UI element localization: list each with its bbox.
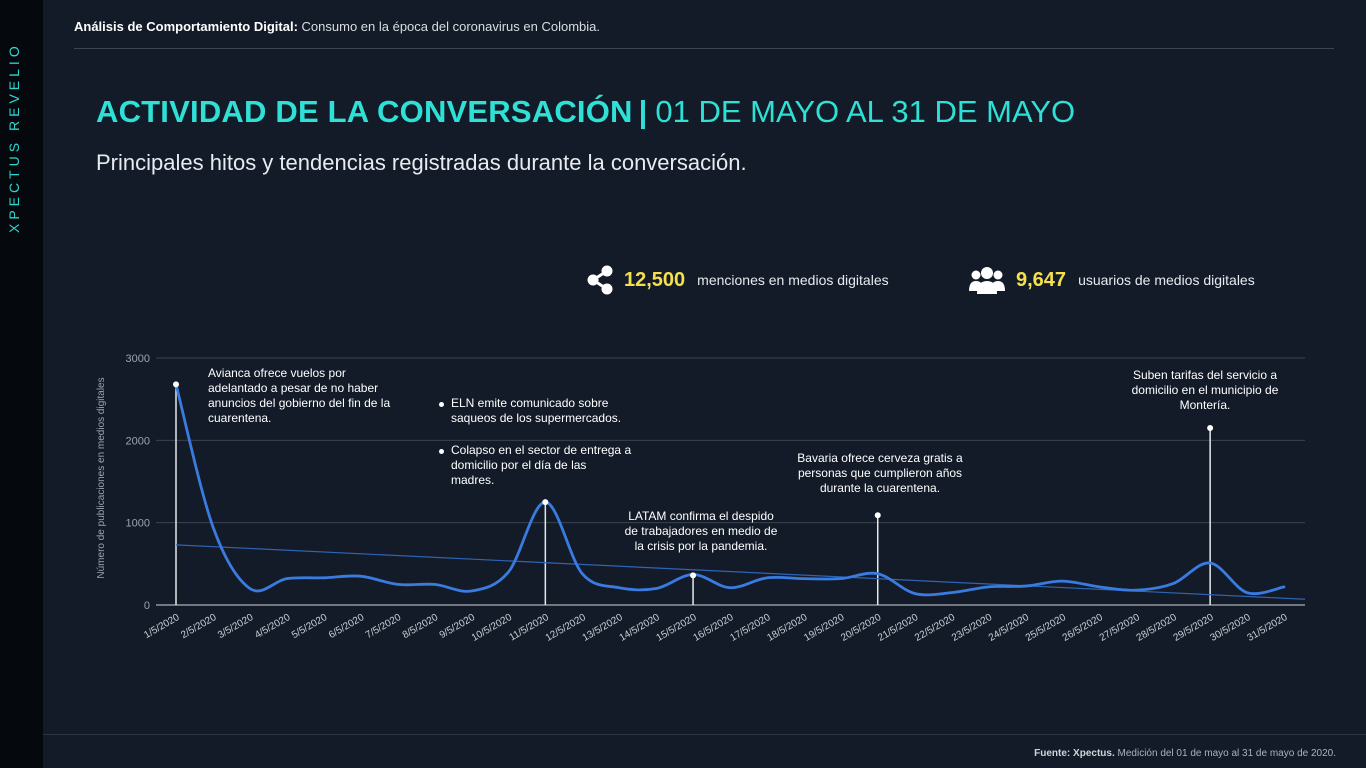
report-header: Análisis de Comportamiento Digital: Cons… <box>74 19 600 34</box>
source-footer-text: Medición del 01 de mayo al 31 de mayo de… <box>1117 748 1336 759</box>
x-tick-label: 18/5/2020 <box>765 612 809 644</box>
kpi-users-value: 9,647 <box>1016 268 1067 291</box>
x-tick-label: 3/5/2020 <box>216 612 256 641</box>
y-tick-label: 1000 <box>126 518 150 530</box>
page-title-separator: | <box>638 94 648 129</box>
y-tick-label: 2000 <box>126 435 150 447</box>
x-tick-label: 31/5/2020 <box>1245 612 1289 644</box>
header-divider <box>74 48 1334 49</box>
x-tick-label: 2/5/2020 <box>179 612 219 641</box>
kpi-mentions-label: menciones en medios digitales <box>697 272 889 288</box>
users-icon <box>969 267 1005 294</box>
annotation-marker <box>690 572 697 579</box>
x-tick-label: 23/5/2020 <box>950 612 994 644</box>
report-header-bold: Análisis de Comportamiento Digital: <box>74 19 298 34</box>
annotation-marker <box>542 499 549 506</box>
kpi-users: 9,647 usuarios de medios digitales <box>968 265 1255 295</box>
kpi-users-label: usuarios de medios digitales <box>1078 272 1255 288</box>
bullet-note-text: ELN emite comunicado sobre saqueos de lo… <box>451 396 622 425</box>
bullet-dot <box>439 402 444 407</box>
bullet-note-text: Colapso en el sector de entrega a domici… <box>451 443 632 487</box>
x-tick-label: 7/5/2020 <box>364 612 404 641</box>
x-tick-label: 13/5/2020 <box>581 612 625 644</box>
x-tick-label: 1/5/2020 <box>142 612 182 641</box>
x-tick-label: 14/5/2020 <box>618 612 662 644</box>
x-tick-label: 11/5/2020 <box>507 612 551 644</box>
kpi-mentions: 12,500 menciones en medios digitales <box>586 265 889 295</box>
x-tick-label: 26/5/2020 <box>1061 612 1105 644</box>
x-tick-label: 30/5/2020 <box>1209 612 1253 644</box>
bullet-note: Colapso en el sector de entrega a domici… <box>439 443 632 488</box>
x-tick-label: 19/5/2020 <box>802 612 846 644</box>
side-strip <box>0 0 43 768</box>
x-tick-label: 20/5/2020 <box>839 612 883 644</box>
page-title-main: ACTIVIDAD DE LA CONVERSACIÓN <box>96 94 633 129</box>
x-tick-label: 4/5/2020 <box>253 612 293 641</box>
x-tick-label: 15/5/2020 <box>655 612 699 644</box>
x-tick-label: 12/5/2020 <box>544 612 588 644</box>
bullet-dot <box>439 449 444 454</box>
page-title: ACTIVIDAD DE LA CONVERSACIÓN | 01 DE MAYO … <box>96 94 1075 130</box>
y-tick-label: 3000 <box>126 353 150 365</box>
report-header-text: Consumo en la época del coronavirus en C… <box>301 19 600 34</box>
annotation-text: Avianca ofrece vuelos por adelantado a p… <box>208 366 391 425</box>
x-tick-label: 5/5/2020 <box>290 612 330 641</box>
x-tick-label: 24/5/2020 <box>987 612 1031 644</box>
annotation-marker <box>874 512 881 519</box>
source-footer: Fuente: Xpectus. Medición del 01 de mayo… <box>1034 748 1336 759</box>
y-axis-title: Número de publicaciones en medios digita… <box>96 377 107 578</box>
x-tick-label: 27/5/2020 <box>1098 612 1142 644</box>
share-icon <box>587 265 613 295</box>
kpi-mentions-value: 12,500 <box>624 268 686 291</box>
x-tick-label: 28/5/2020 <box>1135 612 1179 644</box>
x-tick-label: 21/5/2020 <box>876 612 920 644</box>
x-tick-label: 6/5/2020 <box>327 612 367 641</box>
page-title-range: 01 DE MAYO AL 31 DE MAYO <box>655 94 1076 129</box>
source-footer-bold: Fuente: Xpectus. <box>1034 748 1115 759</box>
annotation-marker <box>173 381 179 388</box>
x-tick-label: 16/5/2020 <box>691 612 735 644</box>
annotation-text: Suben tarifas del servicio a domicilio e… <box>1131 368 1279 412</box>
annotation-text: LATAM confirma el despido de trabajadore… <box>624 509 778 553</box>
annotation-text: Bavaria ofrece cerveza gratis a personas… <box>797 451 963 495</box>
y-tick-label: 0 <box>144 600 150 612</box>
series-line <box>174 382 1286 597</box>
x-tick-label: 29/5/2020 <box>1172 612 1216 644</box>
bullet-note: ELN emite comunicado sobre saqueos de lo… <box>439 396 622 426</box>
x-tick-label: 25/5/2020 <box>1024 612 1068 644</box>
x-tick-label: 10/5/2020 <box>470 612 514 644</box>
x-tick-label: 22/5/2020 <box>913 612 957 644</box>
footer-divider <box>43 734 1366 735</box>
x-tick-label: 8/5/2020 <box>401 612 441 641</box>
page-subtitle: Principales hitos y tendencias registrad… <box>96 150 747 175</box>
annotation-marker <box>1207 424 1214 431</box>
x-tick-label: 17/5/2020 <box>728 612 772 644</box>
